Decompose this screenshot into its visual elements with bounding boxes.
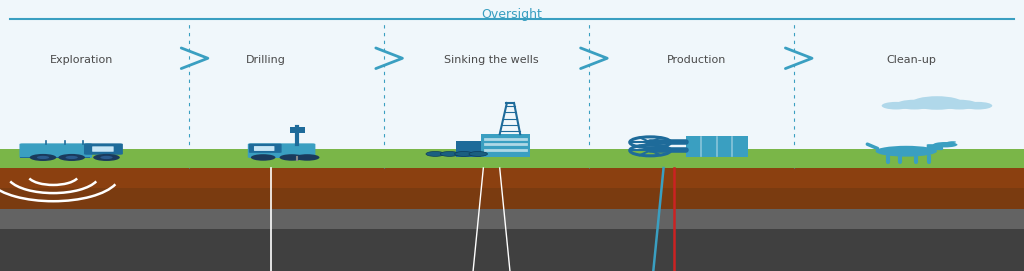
Bar: [0, 168, 1024, 188]
Circle shape: [911, 96, 963, 110]
Circle shape: [964, 102, 992, 109]
FancyBboxPatch shape: [248, 143, 315, 158]
Bar: [481, 134, 530, 157]
Circle shape: [440, 151, 459, 156]
Bar: [0, 188, 1024, 209]
Text: Production: Production: [667, 55, 726, 64]
Circle shape: [251, 154, 275, 161]
Circle shape: [645, 141, 655, 144]
FancyBboxPatch shape: [927, 144, 943, 150]
Ellipse shape: [946, 141, 956, 143]
Text: Oversight: Oversight: [481, 8, 543, 21]
Circle shape: [66, 156, 78, 159]
Circle shape: [93, 154, 120, 161]
Circle shape: [58, 154, 85, 161]
Circle shape: [295, 154, 319, 161]
Text: Clean-up: Clean-up: [887, 55, 936, 64]
Text: Sinking the wells: Sinking the wells: [444, 55, 539, 64]
Circle shape: [455, 151, 473, 156]
Bar: [0, 149, 1024, 168]
Bar: [686, 136, 748, 157]
Circle shape: [941, 100, 978, 109]
FancyBboxPatch shape: [19, 143, 92, 158]
Circle shape: [280, 154, 304, 161]
Bar: [456, 141, 481, 157]
Circle shape: [30, 154, 56, 161]
Circle shape: [100, 156, 113, 159]
Bar: [0, 229, 1024, 271]
Ellipse shape: [876, 146, 937, 157]
Circle shape: [37, 156, 49, 159]
Circle shape: [896, 100, 933, 109]
FancyBboxPatch shape: [249, 144, 282, 153]
Bar: [290, 127, 305, 133]
FancyBboxPatch shape: [92, 146, 114, 152]
FancyBboxPatch shape: [84, 143, 123, 155]
Bar: [20, 157, 90, 158]
Text: Exploration: Exploration: [50, 55, 114, 64]
Text: Drilling: Drilling: [247, 55, 286, 64]
Circle shape: [426, 151, 444, 156]
Circle shape: [882, 102, 910, 109]
Bar: [0, 209, 1024, 229]
Circle shape: [645, 149, 655, 152]
FancyBboxPatch shape: [254, 146, 274, 151]
Circle shape: [469, 151, 487, 156]
Ellipse shape: [933, 142, 957, 147]
